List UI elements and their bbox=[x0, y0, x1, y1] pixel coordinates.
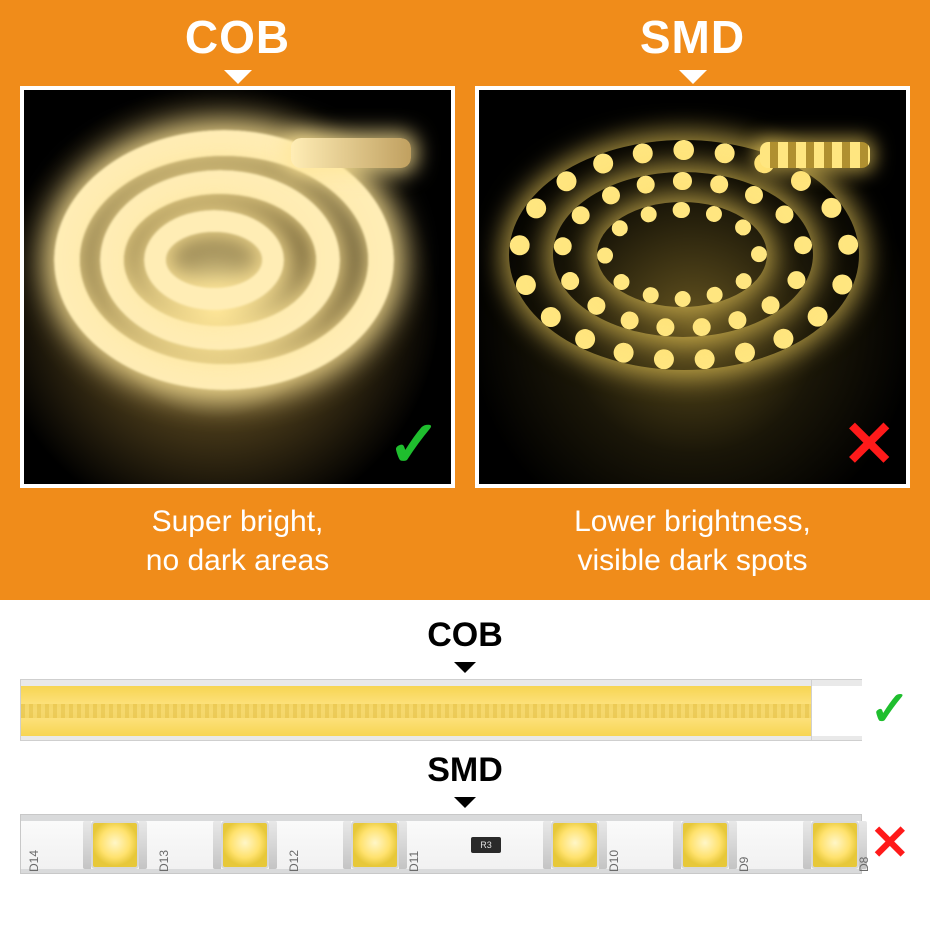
diode-label: D10 bbox=[607, 850, 621, 872]
led-chip bbox=[681, 821, 729, 869]
cob-caption: Super bright, no dark areas bbox=[20, 502, 455, 580]
smd-title: SMD bbox=[640, 11, 745, 63]
cross-icon: ✕ bbox=[870, 820, 910, 868]
smd-sub-title: SMD bbox=[427, 751, 503, 789]
pointer-down-icon bbox=[454, 797, 476, 808]
cob-photo-box: ✓ bbox=[20, 86, 455, 488]
cob-header: COB bbox=[20, 10, 455, 86]
pointer-down-icon bbox=[454, 662, 476, 673]
cross-section-panel: COB ✓ SMD D14 D13 D12 D11 D10 D9 D8 R3 ✕ bbox=[0, 600, 930, 904]
led-chip bbox=[351, 821, 399, 869]
header-row: COB SMD bbox=[20, 10, 910, 86]
diode-label: D13 bbox=[157, 850, 171, 872]
cob-strip-graphic bbox=[20, 679, 862, 741]
smd-caption-line1: Lower brightness, bbox=[475, 502, 910, 541]
cob-caption-line1: Super bright, bbox=[20, 502, 455, 541]
caption-row: Super bright, no dark areas Lower bright… bbox=[20, 502, 910, 580]
led-chip bbox=[551, 821, 599, 869]
cob-title: COB bbox=[185, 11, 290, 63]
led-chip bbox=[221, 821, 269, 869]
pointer-down-icon bbox=[679, 70, 707, 84]
check-icon: ✓ bbox=[387, 412, 441, 476]
cross-icon: ✕ bbox=[842, 412, 896, 476]
cob-strip-row: ✓ bbox=[20, 679, 910, 741]
resistor-label: R3 bbox=[471, 837, 501, 853]
diode-label: D8 bbox=[857, 857, 871, 872]
comparison-top-panel: COB SMD ✓ ✕ bbox=[0, 0, 930, 600]
cob-sub-title: COB bbox=[427, 616, 503, 654]
led-chip bbox=[91, 821, 139, 869]
smd-caption-line2: visible dark spots bbox=[475, 541, 910, 580]
diode-label: D14 bbox=[27, 850, 41, 872]
led-chip bbox=[811, 821, 859, 869]
smd-strip-row: D14 D13 D12 D11 D10 D9 D8 R3 ✕ bbox=[20, 814, 910, 874]
smd-sub-header: SMD bbox=[20, 751, 910, 808]
smd-caption: Lower brightness, visible dark spots bbox=[475, 502, 910, 580]
smd-strip-graphic: D14D13D12D11D10D9D8R3 bbox=[20, 814, 862, 874]
smd-header: SMD bbox=[475, 10, 910, 86]
cob-caption-line2: no dark areas bbox=[20, 541, 455, 580]
smd-photo-box: ✕ bbox=[475, 86, 910, 488]
cob-sub-header: COB bbox=[20, 616, 910, 673]
pointer-down-icon bbox=[224, 70, 252, 84]
image-row: ✓ ✕ bbox=[20, 86, 910, 488]
diode-label: D11 bbox=[407, 851, 421, 872]
diode-label: D12 bbox=[287, 850, 301, 872]
check-icon: ✓ bbox=[870, 686, 910, 734]
diode-label: D9 bbox=[737, 857, 751, 872]
